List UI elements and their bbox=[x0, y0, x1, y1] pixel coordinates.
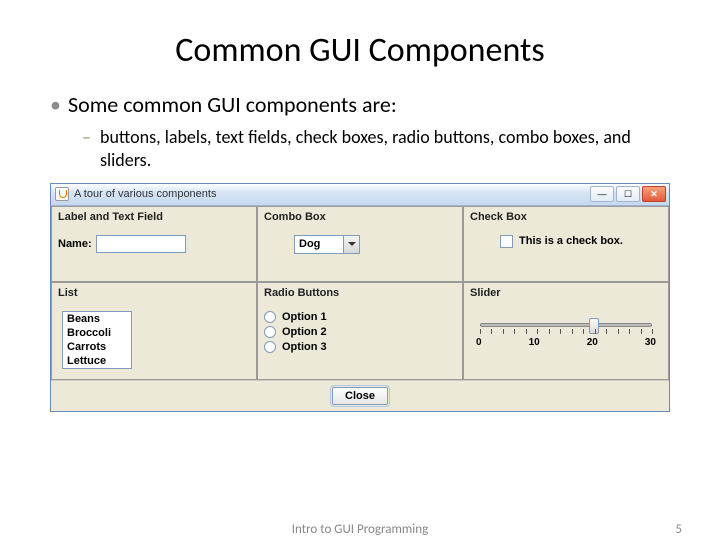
bullet-level1: Some common GUI components are: bbox=[50, 91, 670, 118]
panel-title: Slider bbox=[470, 287, 662, 299]
chevron-down-icon[interactable] bbox=[343, 236, 359, 253]
panel-checkbox: Check Box This is a check box. bbox=[463, 206, 669, 282]
radio-button[interactable] bbox=[264, 341, 276, 353]
page-number: 5 bbox=[675, 522, 682, 537]
panel-title: Label and Text Field bbox=[58, 211, 250, 223]
slider-tick-label: 30 bbox=[645, 337, 656, 348]
radio-label: Option 3 bbox=[282, 341, 327, 353]
slider-tick-label: 10 bbox=[529, 337, 540, 348]
slider-tick-label: 20 bbox=[587, 337, 598, 348]
slider-labels: 0 10 20 30 bbox=[476, 337, 656, 348]
panel-title: Check Box bbox=[470, 211, 662, 223]
list-box[interactable]: BeansBroccoliCarrotsLettuce bbox=[62, 311, 132, 369]
checkbox[interactable] bbox=[500, 235, 513, 248]
demo-window: A tour of various components — ☐ ✕ Label… bbox=[50, 183, 670, 412]
window-title: A tour of various components bbox=[74, 188, 590, 200]
name-label: Name: bbox=[58, 238, 92, 250]
combo-value: Dog bbox=[295, 236, 343, 253]
panel-title: List bbox=[58, 287, 250, 299]
close-window-button[interactable]: ✕ bbox=[642, 186, 666, 202]
panel-label-textfield: Label and Text Field Name: bbox=[51, 206, 257, 282]
panel-radiobuttons: Radio Buttons Option 1 Option 2 Option 3 bbox=[257, 282, 463, 380]
footer-text: Intro to GUI Programming bbox=[292, 522, 428, 537]
list-item[interactable]: Lettuce bbox=[63, 354, 131, 368]
java-icon bbox=[55, 187, 69, 201]
radio-button[interactable] bbox=[264, 311, 276, 323]
close-button[interactable]: Close bbox=[332, 387, 388, 405]
radio-label: Option 1 bbox=[282, 311, 327, 323]
minimize-button[interactable]: — bbox=[590, 186, 614, 202]
maximize-button[interactable]: ☐ bbox=[616, 186, 640, 202]
slider-ticks bbox=[480, 329, 652, 335]
bullet-level2: buttons, labels, text fields, check boxe… bbox=[50, 126, 670, 173]
radio-row[interactable]: Option 2 bbox=[264, 326, 456, 338]
panel-title: Combo Box bbox=[264, 211, 456, 223]
radio-label: Option 2 bbox=[282, 326, 327, 338]
slide-title: Common GUI Components bbox=[50, 30, 670, 71]
list-item[interactable]: Carrots bbox=[63, 340, 131, 354]
radio-button[interactable] bbox=[264, 326, 276, 338]
combo-box[interactable]: Dog bbox=[294, 235, 360, 254]
checkbox-label: This is a check box. bbox=[519, 235, 623, 247]
panel-slider: Slider 0 10 20 30 bbox=[463, 282, 669, 380]
radio-row[interactable]: Option 1 bbox=[264, 311, 456, 323]
list-item[interactable]: Beans bbox=[63, 312, 131, 326]
radio-row[interactable]: Option 3 bbox=[264, 341, 456, 353]
titlebar: A tour of various components — ☐ ✕ bbox=[51, 184, 669, 206]
slider-track[interactable] bbox=[480, 323, 652, 327]
slider-tick-label: 0 bbox=[476, 337, 482, 348]
panel-combobox: Combo Box Dog bbox=[257, 206, 463, 282]
panel-list: List BeansBroccoliCarrotsLettuce bbox=[51, 282, 257, 380]
panel-title: Radio Buttons bbox=[264, 287, 456, 299]
name-input[interactable] bbox=[96, 235, 186, 253]
list-item[interactable]: Broccoli bbox=[63, 326, 131, 340]
